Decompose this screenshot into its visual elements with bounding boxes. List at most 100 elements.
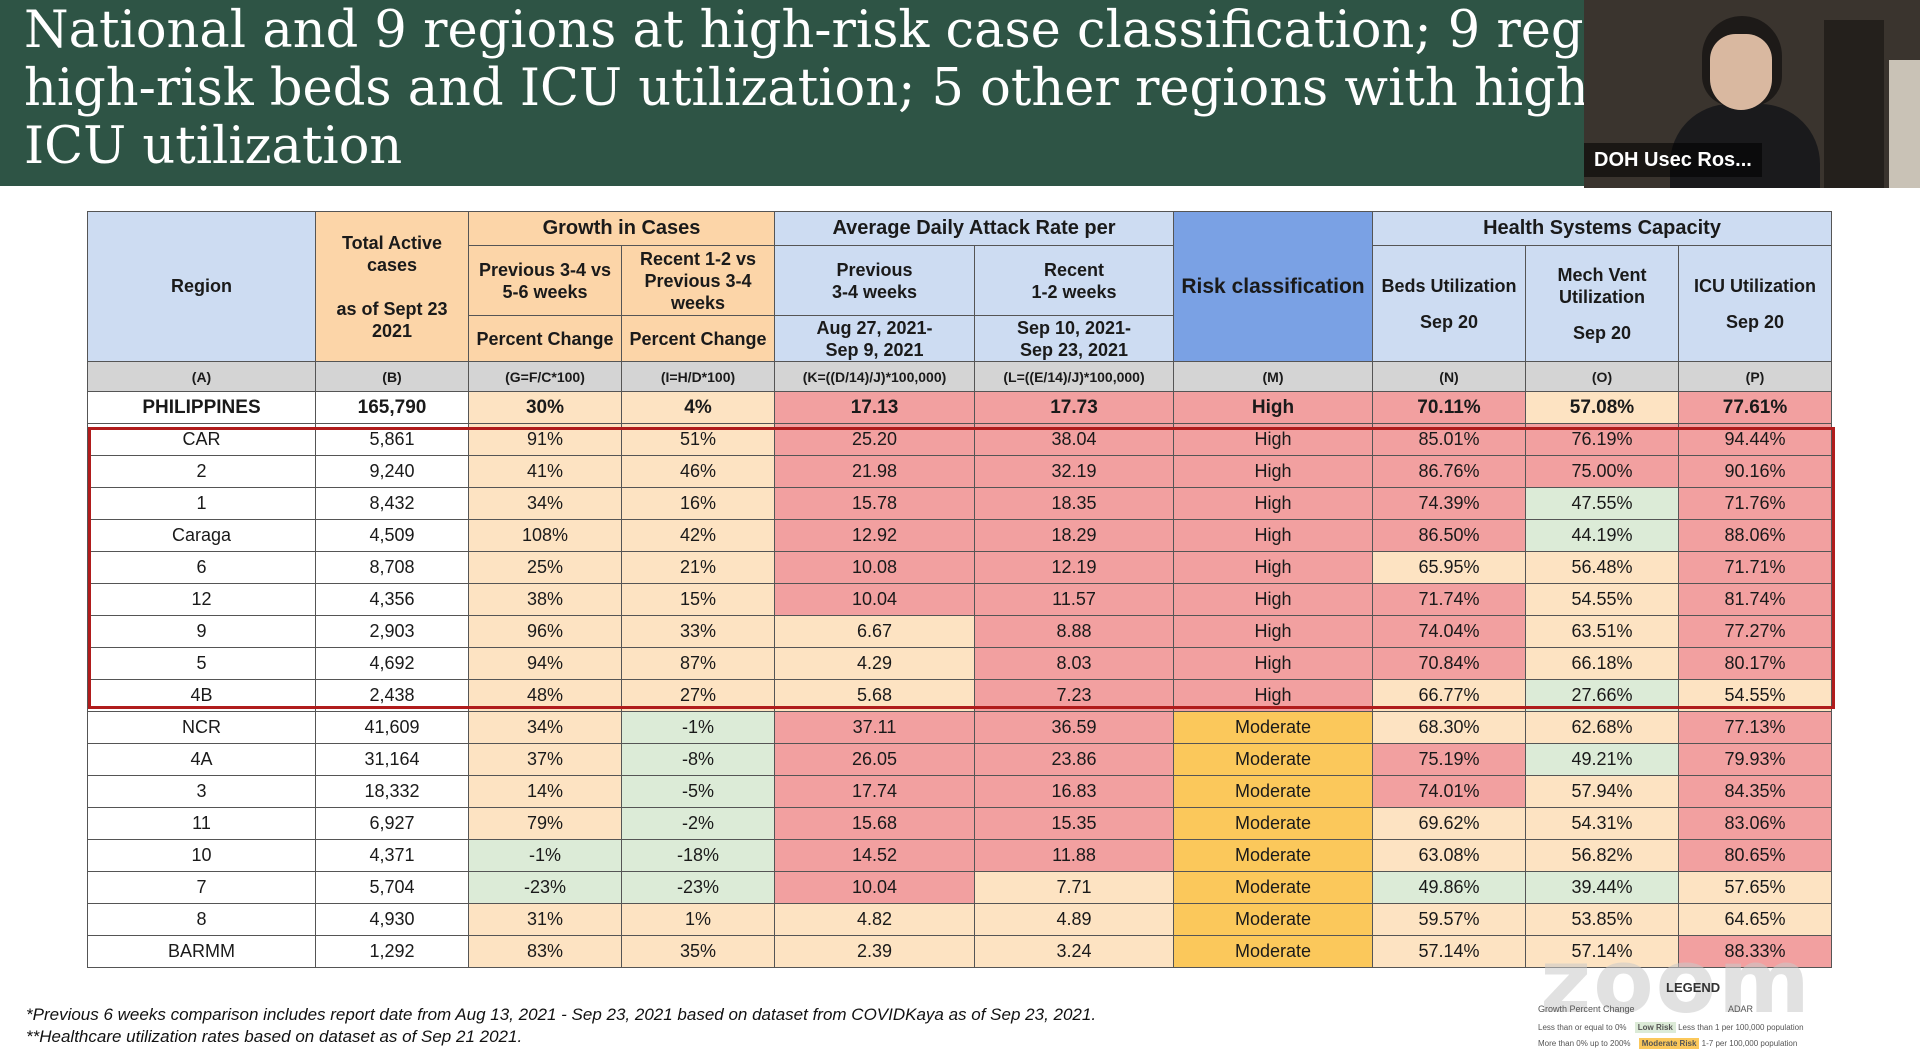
footnote-utilization: **Healthcare utilization rates based on … <box>26 1027 523 1046</box>
table-cell-a1: 2.39 <box>774 935 975 968</box>
table-cell-beds: 85.01% <box>1372 423 1526 456</box>
table-cell-g1: 37% <box>468 743 622 776</box>
table-cell-beds: 65.95% <box>1372 551 1526 584</box>
table-cell-mv: 57.08% <box>1525 391 1679 424</box>
formula-cell: (I=H/D*100) <box>621 361 775 392</box>
table-cell-g2: 21% <box>621 551 775 584</box>
header-adar-recent-dates-text: Sep 10, 2021- Sep 23, 2021 <box>1016 317 1132 360</box>
table-row: 4A 31,164 37% -8% 26.05 23.86 Moderate 75.19% 49… <box>87 743 1833 776</box>
table-cell-region: 8 <box>87 903 316 936</box>
table-cell-g1: -23% <box>468 871 622 904</box>
table-cell-a2: 8.03 <box>974 647 1174 680</box>
table-cell-a1: 14.52 <box>774 839 975 872</box>
table-cell-risk: High <box>1173 551 1373 584</box>
table-cell-total: 4,356 <box>315 583 469 616</box>
table-cell-risk: High <box>1173 583 1373 616</box>
table-cell-g2: 51% <box>621 423 775 456</box>
table-cell-beds: 63.08% <box>1372 839 1526 872</box>
table-cell-mv: 47.55% <box>1525 487 1679 520</box>
table-cell-icu: 77.13% <box>1677 711 1833 744</box>
table-cell-risk: High <box>1173 423 1373 456</box>
legend-row-low: Less than or equal to 0% Low Risk Less t… <box>1538 1022 1804 1033</box>
table-cell-g2: 16% <box>621 487 775 520</box>
header-icu-label: ICU Utilization <box>1694 275 1816 296</box>
table-cell-icu: 80.65% <box>1677 839 1833 872</box>
table-cell-a1: 10.04 <box>774 583 975 616</box>
header-icu-utilization: ICU Utilization Sep 20 <box>1677 245 1833 362</box>
table-cell-beds: 66.77% <box>1372 679 1526 712</box>
table-cell-beds: 49.86% <box>1372 871 1526 904</box>
table-cell-total: 8,432 <box>315 487 469 520</box>
legend-title: LEGEND <box>1666 980 1721 995</box>
table-cell-beds: 68.30% <box>1372 711 1526 744</box>
table-cell-mv: 54.55% <box>1525 583 1679 616</box>
formula-cell: (A) <box>87 361 316 392</box>
participant-name-label: DOH Usec Ros... <box>1584 143 1762 177</box>
table-cell-g1: 91% <box>468 423 622 456</box>
header-adar-recent-dates: Sep 10, 2021- Sep 23, 2021 <box>974 315 1174 362</box>
table-cell-g2: -1% <box>621 711 775 744</box>
header-adar-prev: Previous 3-4 weeks <box>774 245 975 316</box>
participant-video-tile[interactable]: DOH Usec Ros... <box>1584 0 1920 188</box>
legend-growth-header: Growth Percent Change <box>1538 1004 1635 1014</box>
table-cell-total: 5,861 <box>315 423 469 456</box>
table-cell-beds: 74.01% <box>1372 775 1526 808</box>
table-cell-icu: 77.27% <box>1677 615 1833 648</box>
table-cell-g2: 1% <box>621 903 775 936</box>
table-cell-a1: 10.04 <box>774 871 975 904</box>
table-row: 2 9,240 41% 46% 21.98 32.19 High 86.76% 75.00% 90… <box>87 455 1833 488</box>
table-cell-a2: 8.88 <box>974 615 1174 648</box>
table-cell-a1: 25.20 <box>774 423 975 456</box>
table-cell-g1: 48% <box>468 679 622 712</box>
table-cell-icu: 79.93% <box>1677 743 1833 776</box>
table-cell-a1: 15.68 <box>774 807 975 840</box>
table-row: 12 4,356 38% 15% 10.04 11.57 High 71.74% 54.55% 8… <box>87 583 1833 616</box>
table-cell-risk: Moderate <box>1173 935 1373 968</box>
header-beds-date: Sep 20 <box>1419 311 1479 332</box>
table-cell-total: 9,240 <box>315 455 469 488</box>
header-health-systems-group: Health Systems Capacity <box>1371 211 1833 246</box>
table-cell-icu: 71.71% <box>1677 551 1833 584</box>
table-cell-risk: High <box>1173 615 1373 648</box>
table-cell-mv: 56.82% <box>1525 839 1679 872</box>
header-total-active: Total Active cases as of Sept 23 2021 <box>315 211 469 362</box>
header-growth-prev: Previous 3-4 vs 5-6 weeks <box>468 245 622 316</box>
table-cell-total: 18,332 <box>315 775 469 808</box>
table-cell-risk: Moderate <box>1173 711 1373 744</box>
header-adar-recent-text: Recent 1-2 weeks <box>1031 259 1117 302</box>
formula-cell: (L=((E/14)/J)*100,000) <box>974 361 1174 392</box>
table-cell-g1: -1% <box>468 839 622 872</box>
header-beds-utilization: Beds Utilization Sep 20 <box>1372 245 1526 362</box>
table-cell-mv: 66.18% <box>1525 647 1679 680</box>
table-cell-a2: 11.88 <box>974 839 1174 872</box>
table-cell-a2: 11.57 <box>974 583 1174 616</box>
header-total-active-text: Total Active cases as of Sept 23 2021 <box>336 232 448 341</box>
header-adar-group: Average Daily Attack Rate per <box>774 211 1174 246</box>
table-cell-a2: 18.29 <box>974 519 1174 552</box>
table-cell-a2: 7.71 <box>974 871 1174 904</box>
table-cell-risk: High <box>1173 487 1373 520</box>
table-cell-a1: 21.98 <box>774 455 975 488</box>
table-cell-g2: -8% <box>621 743 775 776</box>
legend-row-low-left: Less than or equal to 0% <box>1538 1023 1627 1032</box>
table-row: 10 4,371 -1% -18% 14.52 11.88 Moderate 63.08% 56… <box>87 839 1833 872</box>
legend-chip-moderate: Moderate Risk <box>1638 1038 1700 1049</box>
table-cell-g1: 31% <box>468 903 622 936</box>
legend-adar-header: ADAR <box>1728 1004 1754 1014</box>
table-cell-a2: 15.35 <box>974 807 1174 840</box>
table-cell-region: NCR <box>87 711 316 744</box>
table-cell-g1: 14% <box>468 775 622 808</box>
risk-table-container: Region Total Active cases as of Sept 23 … <box>87 211 1833 968</box>
header-region: Region <box>87 211 316 362</box>
table-cell-a2: 17.73 <box>974 391 1174 424</box>
table-cell-region: PHILIPPINES <box>87 391 316 424</box>
table-cell-g1: 38% <box>468 583 622 616</box>
header-growth-recent: Recent 1-2 vs Previous 3-4 weeks <box>621 245 775 316</box>
table-cell-g2: 87% <box>621 647 775 680</box>
table-cell-g1: 96% <box>468 615 622 648</box>
table-cell-g2: 33% <box>621 615 775 648</box>
header-growth-prev-text: Previous 3-4 vs 5-6 weeks <box>478 259 612 302</box>
table-cell-beds: 86.76% <box>1372 455 1526 488</box>
table-cell-a1: 17.13 <box>774 391 975 424</box>
legend-chip-low: Low Risk <box>1634 1022 1676 1033</box>
